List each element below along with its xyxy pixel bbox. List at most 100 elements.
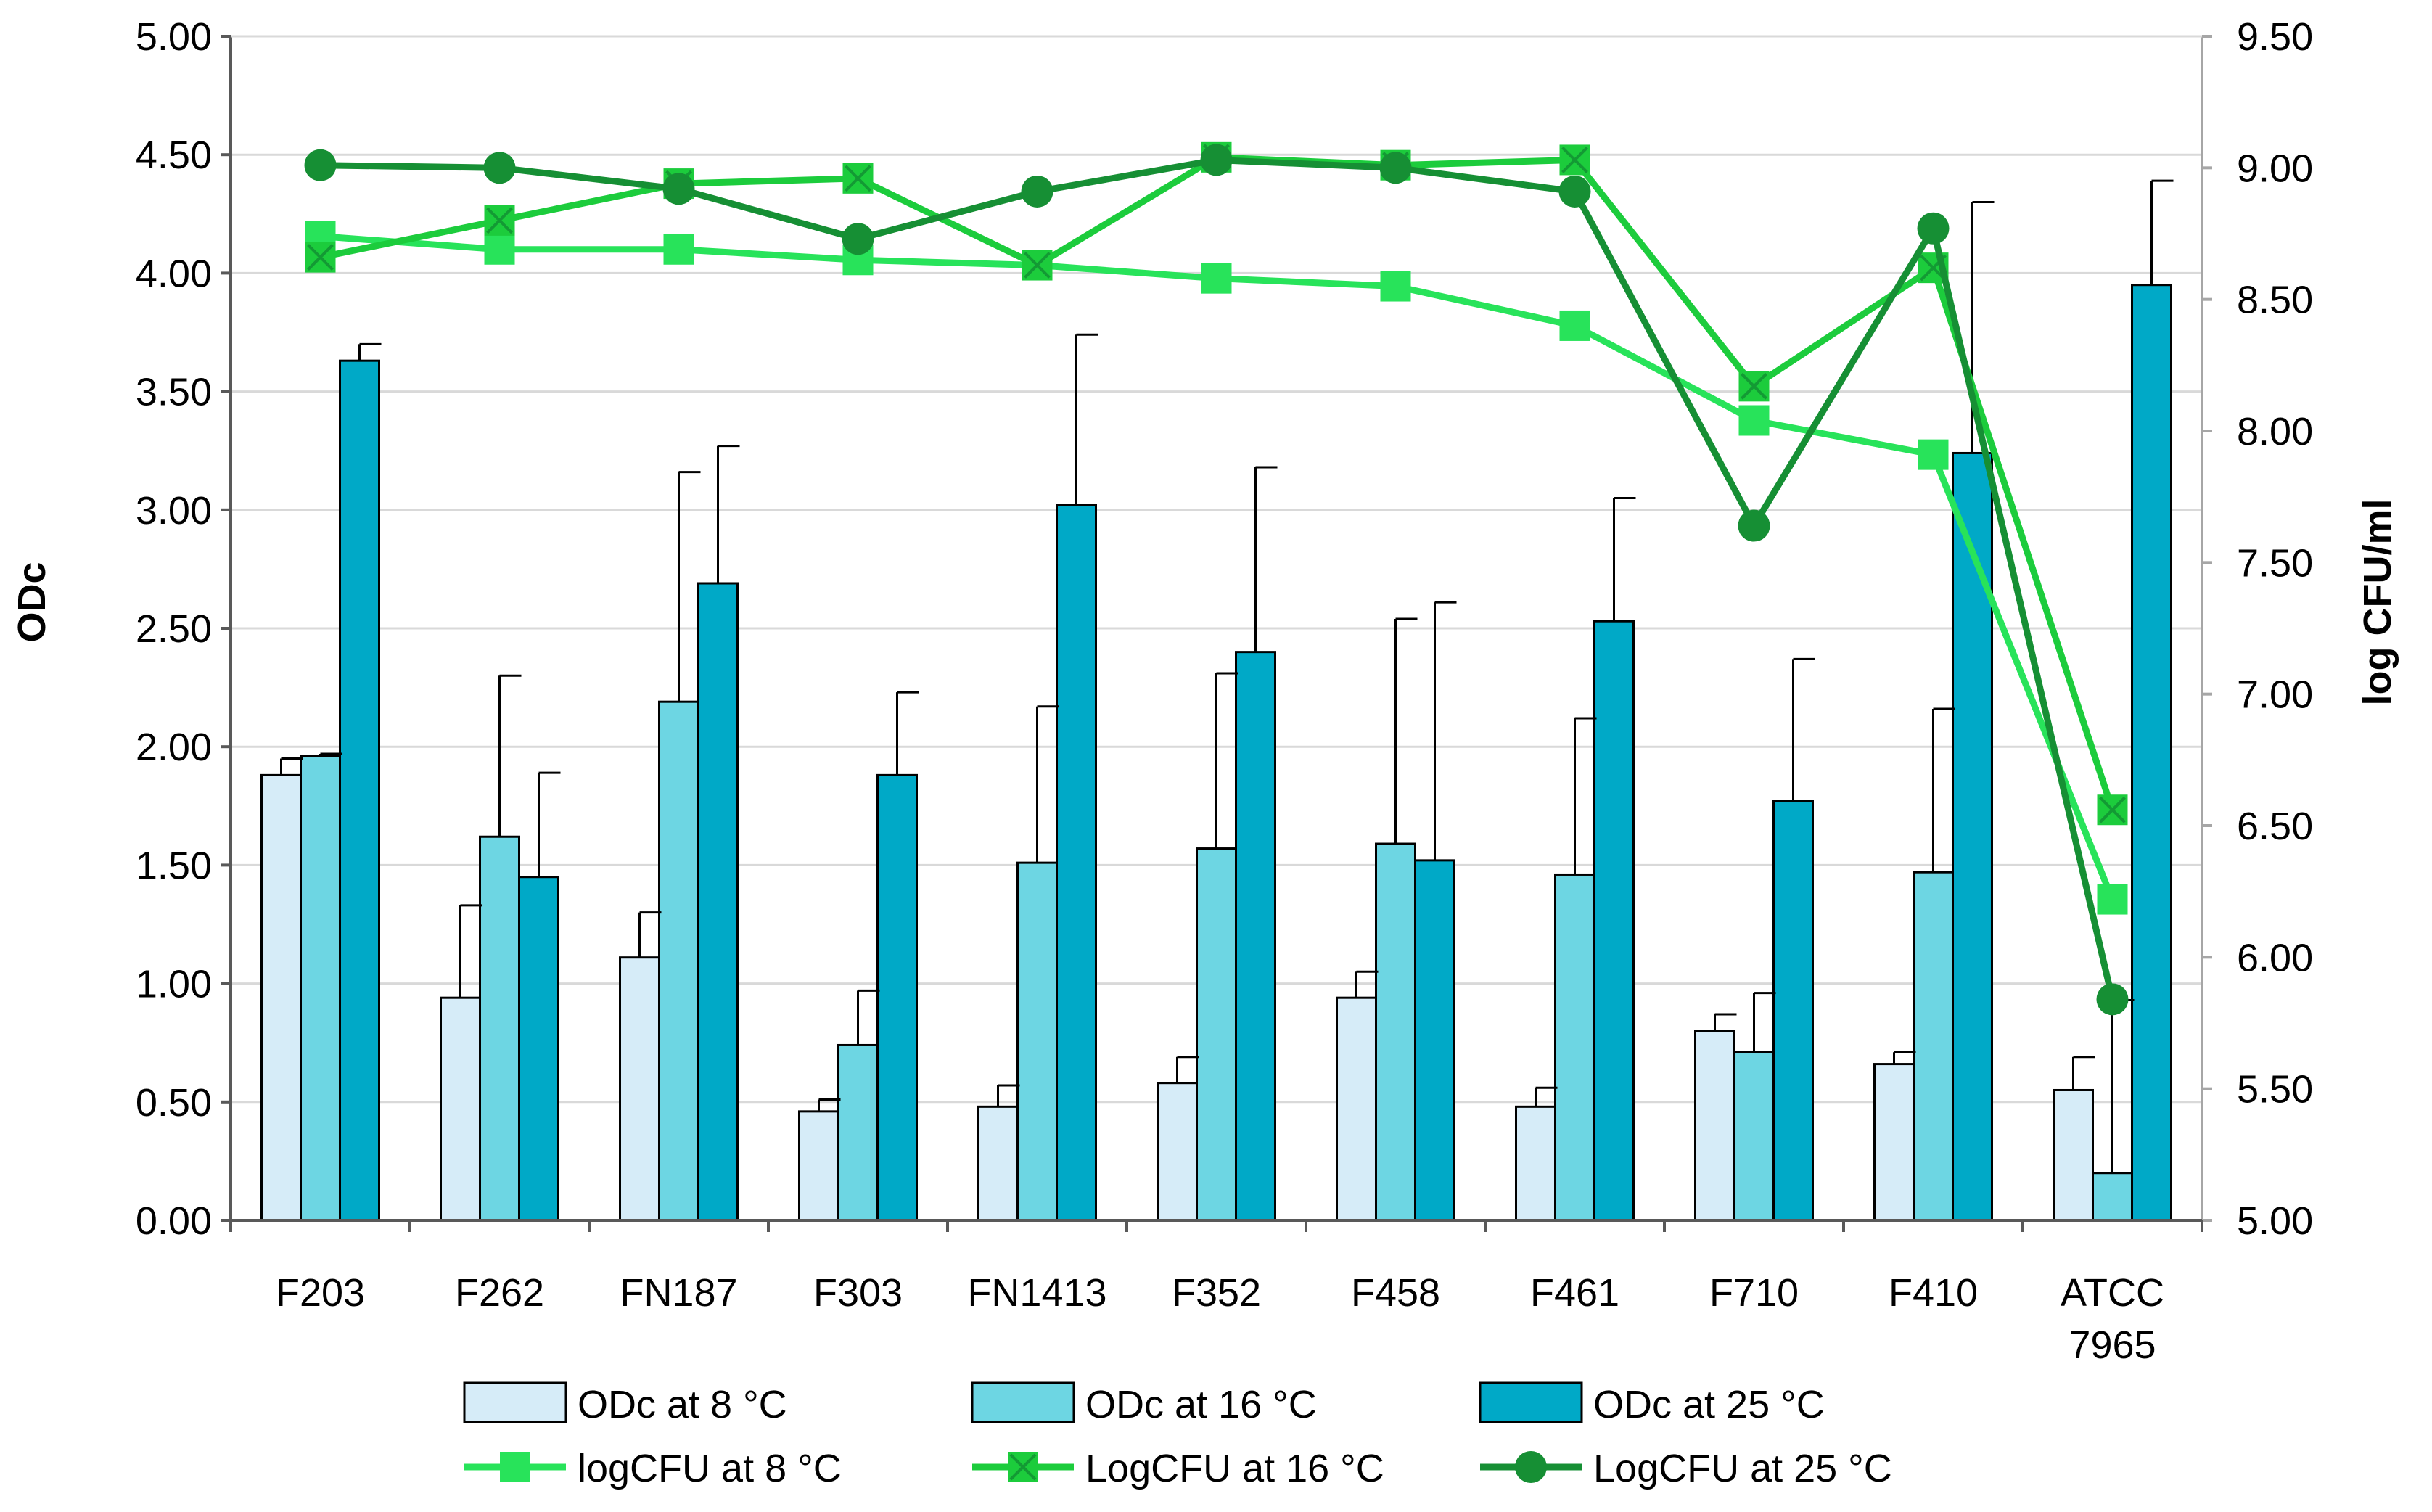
line-point (2096, 983, 2129, 1016)
legend-label: LogCFU at 16 °C (1085, 1447, 1384, 1490)
line-point (1918, 439, 1949, 470)
line-point-cross (307, 244, 334, 271)
bar (1016, 861, 1058, 1222)
line-point-cross (486, 207, 513, 234)
bar (2092, 1172, 2133, 1222)
bar (2053, 1088, 2094, 1222)
bar (1952, 451, 1993, 1222)
line-point (842, 223, 874, 255)
y-tick-label: 3.00 (136, 489, 212, 533)
legend-label: ODc at 16 °C (1085, 1383, 1317, 1426)
y-tick-label: 5.00 (136, 15, 212, 59)
bar (1235, 651, 1276, 1222)
bar (837, 1043, 879, 1222)
bar (658, 700, 699, 1222)
y2-tick-label: 7.00 (2237, 673, 2313, 717)
line-point (1201, 263, 1232, 294)
line-point-cross (2099, 796, 2126, 823)
legend-label: LogCFU at 25 °C (1593, 1447, 1892, 1490)
y2-tick-label: 6.00 (2237, 936, 2313, 979)
x-tick-label: FN1413 (967, 1271, 1106, 1315)
x-tick-label: F458 (1351, 1271, 1440, 1315)
line-point-cross (845, 165, 871, 192)
line-point (1200, 144, 1233, 176)
y-tick-label: 3.50 (136, 371, 212, 414)
tick-labels: 0.00 0.50 1.00 1.50 2.00 2.50 3.00 3.50 4.00 4.50… (136, 15, 2313, 1367)
bar (1733, 1051, 1775, 1222)
bar (1414, 859, 1455, 1222)
bar (1056, 504, 1097, 1222)
legend: ODc at 8 °C ODc at 16 °C ODc at 25 °C logCF… (463, 1381, 1892, 1490)
line-point (663, 234, 694, 265)
y-tick-label: 0.50 (136, 1081, 212, 1125)
lines (304, 141, 2129, 1016)
y-tick-label: 0.00 (136, 1199, 212, 1243)
legend-swatch (1479, 1381, 1583, 1423)
line-point (1558, 175, 1591, 208)
bar (798, 1110, 839, 1222)
line-point (1021, 175, 1053, 208)
y-tick-label: 2.00 (136, 726, 212, 769)
bar (1196, 847, 1237, 1222)
bar (1694, 1030, 1735, 1222)
legend-label: ODc at 8 °C (578, 1383, 787, 1426)
bar (619, 956, 660, 1222)
line-point-cross (1024, 252, 1051, 279)
bar (2131, 284, 2172, 1222)
bar (1593, 620, 1635, 1222)
bar (1375, 842, 1416, 1222)
line-point (1738, 509, 1770, 542)
line-point (1380, 271, 1411, 302)
legend-swatch (971, 1381, 1075, 1423)
y2-tick-label: 9.00 (2237, 147, 2313, 190)
bar (1515, 1105, 1556, 1222)
y2-tick-label: 7.50 (2237, 541, 2313, 585)
y2-tick-label: 5.00 (2237, 1199, 2313, 1243)
bar (1336, 996, 1377, 1222)
line-point (1515, 1451, 1547, 1483)
bars (260, 284, 2172, 1222)
bar (977, 1105, 1019, 1222)
y2-tick-label: 9.50 (2237, 15, 2313, 59)
bar (876, 773, 918, 1222)
line-point (304, 149, 337, 181)
bar (300, 755, 341, 1222)
line-point-cross (1561, 147, 1588, 173)
bar (1913, 871, 1954, 1222)
bar (1157, 1082, 1198, 1222)
line-point (500, 1452, 530, 1482)
legend-label: logCFU at 8 °C (578, 1447, 842, 1490)
y2-tick-label: 5.50 (2237, 1068, 2313, 1112)
x-tick-label: F710 (1709, 1271, 1799, 1315)
bar (1873, 1063, 1915, 1222)
legend-label: ODc at 25 °C (1593, 1383, 1825, 1426)
y-tick-label: 4.00 (136, 252, 212, 295)
line-point (1559, 310, 1590, 341)
x-tick-label: F410 (1889, 1271, 1978, 1315)
x-tick-label: F303 (813, 1271, 903, 1315)
y-tick-label: 2.50 (136, 607, 212, 651)
line-point (484, 234, 515, 265)
line-point-cross (1009, 1453, 1037, 1481)
line-point (2097, 884, 2128, 915)
bar (697, 582, 739, 1222)
line-point (1917, 212, 1950, 245)
y-axis-title: ODc (10, 562, 54, 642)
y-tick-label: 1.00 (136, 963, 212, 1006)
y2-tick-label: 8.50 (2237, 279, 2313, 322)
legend-swatch (463, 1381, 567, 1423)
line-point (662, 173, 695, 205)
line-point (1379, 152, 1412, 184)
bar (260, 773, 302, 1222)
y2-axis-title: log CFU/ml (2356, 499, 2399, 706)
x-tick-label: 7965 (2069, 1323, 2156, 1367)
y2-tick-label: 8.00 (2237, 410, 2313, 453)
x-tick-label: F203 (276, 1271, 365, 1315)
bar (440, 996, 481, 1222)
y-tick-label: 1.50 (136, 844, 212, 887)
bar (479, 835, 520, 1222)
line-point (483, 152, 516, 184)
bar (1554, 873, 1595, 1222)
x-tick-label: F352 (1172, 1271, 1261, 1315)
